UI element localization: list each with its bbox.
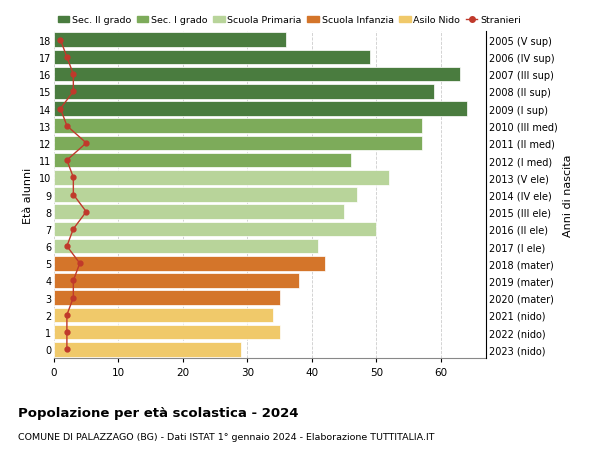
- Bar: [54, 257, 325, 271]
- Bar: [54, 308, 273, 322]
- Bar: [54, 119, 422, 134]
- Bar: [54, 274, 299, 288]
- Text: Popolazione per età scolastica - 2024: Popolazione per età scolastica - 2024: [18, 406, 299, 419]
- Bar: [54, 153, 350, 168]
- Text: COMUNE DI PALAZZAGO (BG) - Dati ISTAT 1° gennaio 2024 - Elaborazione TUTTITALIA.: COMUNE DI PALAZZAGO (BG) - Dati ISTAT 1°…: [18, 432, 434, 442]
- Y-axis label: Età alunni: Età alunni: [23, 167, 33, 223]
- Bar: [54, 342, 241, 357]
- Bar: [54, 171, 389, 185]
- Y-axis label: Anni di nascita: Anni di nascita: [563, 154, 573, 236]
- Bar: [54, 68, 460, 82]
- Legend: Sec. II grado, Sec. I grado, Scuola Primaria, Scuola Infanzia, Asilo Nido, Stran: Sec. II grado, Sec. I grado, Scuola Prim…: [54, 12, 524, 29]
- Bar: [54, 325, 280, 340]
- Bar: [54, 291, 280, 305]
- Bar: [54, 136, 422, 151]
- Bar: [54, 188, 357, 202]
- Bar: [54, 239, 319, 254]
- Bar: [54, 205, 344, 219]
- Bar: [54, 85, 434, 100]
- Bar: [54, 34, 286, 48]
- Bar: [54, 102, 467, 117]
- Bar: [54, 50, 370, 65]
- Bar: [54, 222, 376, 237]
